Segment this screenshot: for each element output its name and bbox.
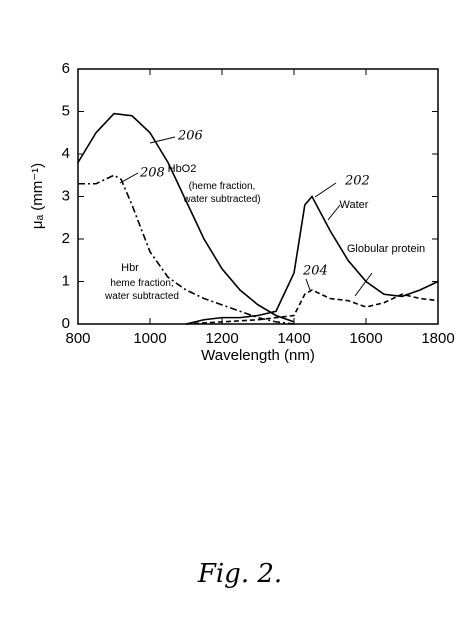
series-label: Globular protein (347, 243, 425, 255)
y-tick-label: 3 (62, 187, 70, 204)
y-tick-label: 5 (62, 102, 70, 119)
series-note: heme fraction, water subtracted (104, 278, 179, 302)
y-tick-label: 4 (62, 145, 70, 162)
leader-line (149, 136, 176, 144)
y-axis-label: μₐ (mm⁻¹) (29, 163, 46, 229)
leader-line (314, 182, 337, 198)
y-tick-label: 1 (62, 272, 70, 289)
data-line (77, 112, 295, 323)
reference-number: 208 (139, 166, 165, 181)
reference-number: 206 (177, 129, 203, 144)
data-line (185, 195, 439, 325)
leader-line (327, 204, 341, 221)
x-tick-label: 800 (65, 330, 90, 347)
x-tick-label: 1200 (205, 330, 238, 347)
x-tick-label: 1000 (133, 330, 166, 347)
x-axis-label: Wavelength (nm) (201, 347, 315, 364)
leader-line (119, 172, 139, 184)
data-line (185, 289, 439, 325)
y-tick-label: 0 (62, 315, 70, 332)
series-label: Water (340, 199, 369, 211)
x-tick-label: 1600 (349, 330, 382, 347)
leader-line (354, 272, 373, 297)
y-tick-label: 6 (62, 60, 70, 77)
series-note: (heme fraction, water subtracted) (182, 181, 260, 205)
reference-number: 204 (302, 264, 328, 279)
reference-number: 202 (344, 174, 370, 189)
series-label: Hbr (121, 262, 139, 274)
x-tick-label: 1800 (421, 330, 454, 347)
series-label: HbO2 (168, 163, 197, 175)
leader-line (305, 278, 311, 291)
y-tick-label: 2 (62, 230, 70, 247)
x-tick-label: 1400 (277, 330, 310, 347)
figure-caption: Fig. 2. (197, 559, 282, 589)
